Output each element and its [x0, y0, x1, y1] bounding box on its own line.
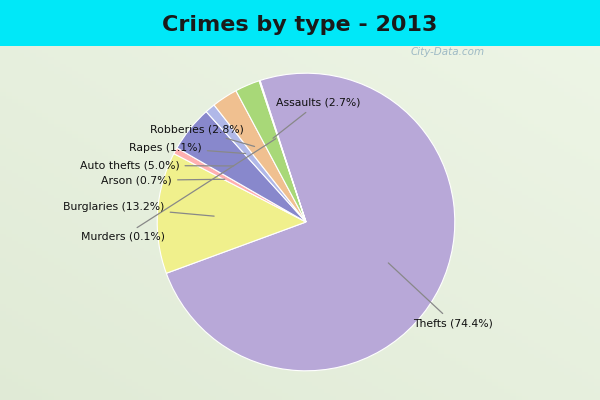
Text: City-Data.com: City-Data.com — [410, 47, 485, 57]
Text: Rapes (1.1%): Rapes (1.1%) — [129, 143, 245, 154]
Text: Auto thefts (5.0%): Auto thefts (5.0%) — [80, 160, 234, 170]
Wedge shape — [236, 81, 306, 222]
Wedge shape — [259, 80, 306, 222]
Text: Assaults (2.7%): Assaults (2.7%) — [273, 98, 360, 138]
Text: Crimes by type - 2013: Crimes by type - 2013 — [163, 15, 437, 35]
Wedge shape — [206, 105, 306, 222]
Wedge shape — [166, 73, 455, 371]
Wedge shape — [174, 148, 306, 222]
Text: Thefts (74.4%): Thefts (74.4%) — [388, 263, 493, 328]
Text: Murders (0.1%): Murders (0.1%) — [80, 139, 276, 242]
Wedge shape — [214, 91, 306, 222]
Wedge shape — [157, 154, 306, 273]
Text: Burglaries (13.2%): Burglaries (13.2%) — [63, 202, 214, 216]
Text: Robberies (2.8%): Robberies (2.8%) — [149, 125, 254, 146]
Text: Arson (0.7%): Arson (0.7%) — [101, 175, 225, 185]
Wedge shape — [177, 112, 306, 222]
